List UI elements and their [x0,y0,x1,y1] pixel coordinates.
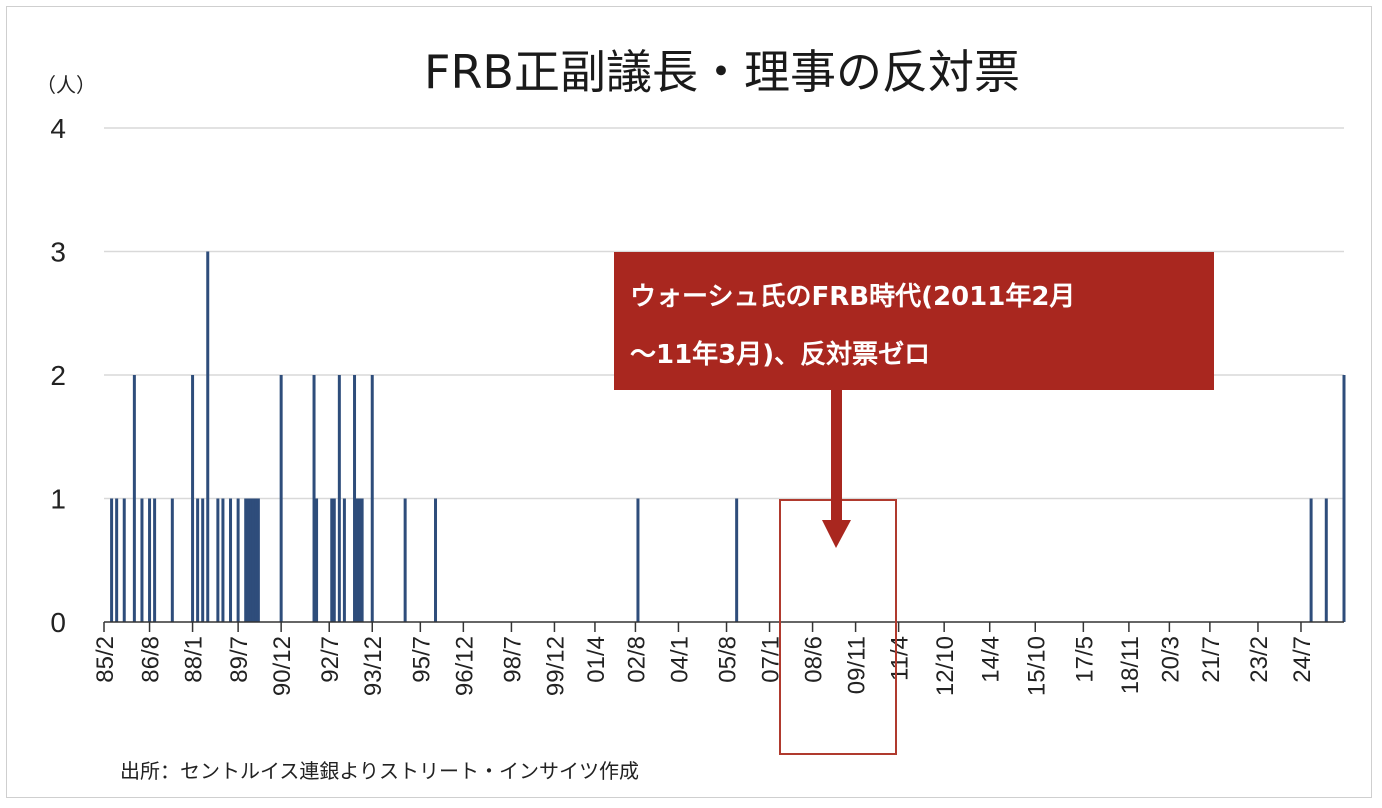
x-tick-label: 05/8 [715,636,742,683]
x-tick-label: 02/8 [623,636,650,683]
x-tick-label: 12/10 [932,636,959,696]
chart-frame [6,6,1372,798]
x-tick-label: 09/11 [844,636,871,694]
y-axis-unit: （人） [36,73,96,97]
chart-title: FRB正副議長・理事の反対票 [424,45,1020,99]
x-tick-label: 14/4 [978,636,1005,683]
x-tick-label: 01/4 [583,636,610,683]
callout-arrow-head [822,520,851,548]
x-tick-label: 18/11 [1117,636,1144,694]
x-tick-label: 90/12 [269,636,296,696]
x-tick-label: 89/7 [226,636,253,683]
source-note: 出所：セントルイス連銀よりストリート・インサイツ作成 [120,759,639,783]
x-axis [103,621,1344,632]
callout-arrow-shaft [831,390,842,520]
x-tick-label: 17/5 [1071,636,1098,683]
callout-box [614,252,1214,390]
y-tick-label: 1 [50,484,66,515]
x-tick-label: 98/7 [499,636,526,683]
x-tick-label: 08/6 [801,636,828,683]
x-tick-label: 85/2 [92,636,119,683]
bars [110,251,1346,622]
annotation: ウォーシュ氏のFRB時代(2011年2月 ～11年3月)、反対票ゼロ [614,252,1214,755]
x-tick-label: 11/4 [887,636,914,681]
x-tick-labels: 85/2 86/8 88/1 89/7 90/12 92/7 93/12 95/7 96/12 9… [92,636,1316,696]
y-tick-label: 3 [50,237,66,268]
y-tick-labels: 0 1 2 3 4 [50,113,66,638]
x-tick-label: 04/1 [666,636,693,683]
callout-text: ウォーシュ氏のFRB時代(2011年2月 [630,281,1075,312]
y-tick-label: 4 [50,113,66,144]
x-tick-label: 88/1 [181,636,208,683]
x-tick-label: 21/7 [1198,636,1225,683]
callout-text: ～11年3月)、反対票ゼロ [630,339,930,370]
x-tick-label: 99/12 [542,636,569,696]
x-tick-label: 92/7 [317,636,344,683]
x-tick-label: 96/12 [451,636,478,696]
x-tick-label: 20/3 [1157,636,1184,683]
x-tick-label: 24/7 [1289,636,1316,683]
x-tick-label: 93/12 [360,636,387,696]
y-tick-label: 0 [50,607,66,638]
x-tick-label: 15/10 [1023,636,1050,696]
x-tick-label: 86/8 [138,636,165,683]
x-tick-label: 95/7 [408,636,435,683]
x-tick-label: 23/2 [1246,636,1273,683]
y-tick-label: 2 [50,360,66,391]
